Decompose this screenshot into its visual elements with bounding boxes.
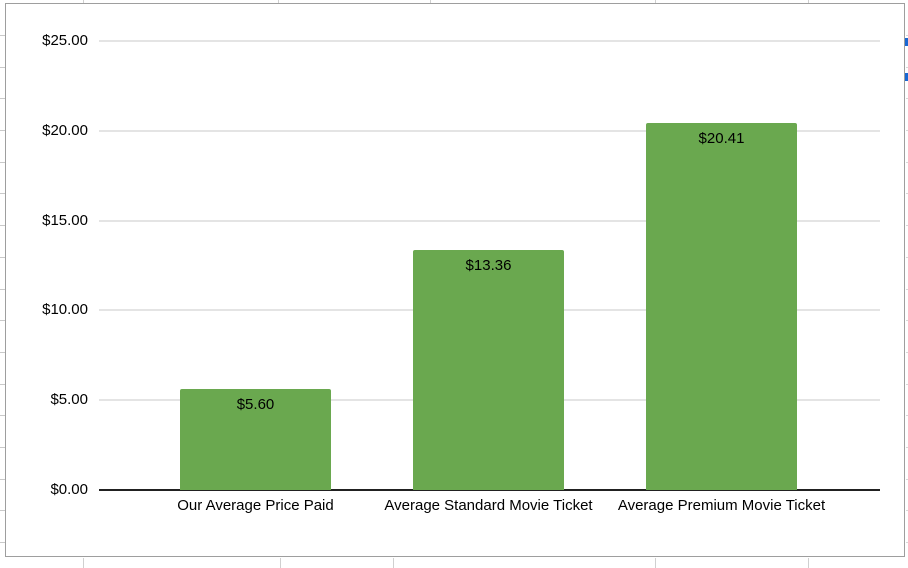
sheet-row-gridline	[0, 162, 5, 163]
y-axis-tick-label: $25.00	[42, 32, 88, 49]
sheet-row-gridline	[906, 225, 908, 226]
bar-value-label: $5.60	[236, 396, 275, 414]
sheet-row-gridline	[906, 320, 908, 321]
bar-value-label: $20.41	[698, 130, 745, 148]
sheet-row-gridline	[0, 479, 5, 480]
sheet-column-gridline	[278, 0, 279, 3]
sheet-column-gridline	[83, 558, 84, 568]
x-axis-category-label: Average Premium Movie Ticket	[617, 497, 826, 514]
sheet-row-gridline	[906, 130, 908, 131]
y-axis-tick-label: $10.00	[42, 301, 88, 319]
gridline	[99, 219, 880, 222]
sheet-row-gridline	[0, 67, 5, 68]
sheet-row-gridline	[906, 415, 908, 416]
gridline	[99, 129, 880, 132]
sheet-row-gridline	[0, 130, 5, 131]
sheet-row-gridline	[0, 384, 5, 385]
sheet-column-gridline	[655, 558, 656, 568]
sheet-row-gridline	[0, 225, 5, 226]
sheet-row-gridline	[0, 257, 5, 258]
sheet-row-gridline	[0, 415, 5, 416]
sheet-row-gridline	[906, 162, 908, 163]
sheet-row-gridline	[0, 320, 5, 321]
y-axis-tick-label: $20.00	[42, 121, 88, 139]
sheet-row-gridline	[0, 289, 5, 290]
sheet-column-gridline	[808, 0, 809, 3]
sheet-row-gridline	[906, 193, 908, 194]
selection-handle-fragment	[905, 38, 908, 46]
bar-3[interactable]	[646, 123, 797, 490]
sheet-row-gridline	[906, 384, 908, 385]
sheet-row-gridline	[0, 542, 5, 543]
sheet-row-gridline	[0, 447, 5, 448]
bar-value-label: $13.36	[465, 257, 512, 275]
sheet-row-gridline	[0, 193, 5, 194]
sheet-row-gridline	[906, 510, 908, 511]
sheet-column-gridline	[83, 0, 84, 3]
x-axis-baseline	[99, 489, 880, 491]
sheet-column-gridline	[655, 0, 656, 3]
sheet-row-gridline	[906, 542, 908, 543]
sheet-row-gridline	[0, 352, 5, 353]
sheet-row-gridline	[906, 35, 908, 36]
sheet-column-gridline	[808, 558, 809, 568]
bar-2[interactable]	[413, 250, 564, 490]
bar-1[interactable]	[180, 389, 331, 490]
sheet-row-gridline	[0, 98, 5, 99]
x-axis-category-label: Average Standard Movie Ticket	[384, 497, 593, 514]
selection-handle-fragment	[905, 73, 908, 81]
sheet-row-gridline	[906, 67, 908, 68]
y-axis-tick-label: $5.00	[50, 391, 88, 409]
y-axis-tick-label: $0.00	[50, 481, 88, 498]
gridline	[99, 40, 880, 42]
plot-area: $0.00 $5.00 $10.00 $15.00 $20.00 $25.00 $5.60 O…	[6, 4, 904, 556]
x-axis-category-label: Our Average Price Paid	[177, 497, 334, 514]
sheet-column-gridline	[393, 558, 394, 568]
sheet-row-gridline	[906, 352, 908, 353]
sheet-row-gridline	[0, 510, 5, 511]
sheet-row-gridline	[906, 447, 908, 448]
sheet-row-gridline	[906, 98, 908, 99]
sheet-row-gridline	[0, 35, 5, 36]
sheet-row-gridline	[906, 479, 908, 480]
sheet-column-gridline	[430, 0, 431, 3]
bar-chart-canvas[interactable]: $0.00 $5.00 $10.00 $15.00 $20.00 $25.00 $5.60 O…	[5, 3, 905, 557]
sheet-row-gridline	[906, 289, 908, 290]
sheet-row-gridline	[906, 257, 908, 258]
y-axis-tick-label: $15.00	[42, 211, 88, 229]
sheet-column-gridline	[280, 558, 281, 568]
